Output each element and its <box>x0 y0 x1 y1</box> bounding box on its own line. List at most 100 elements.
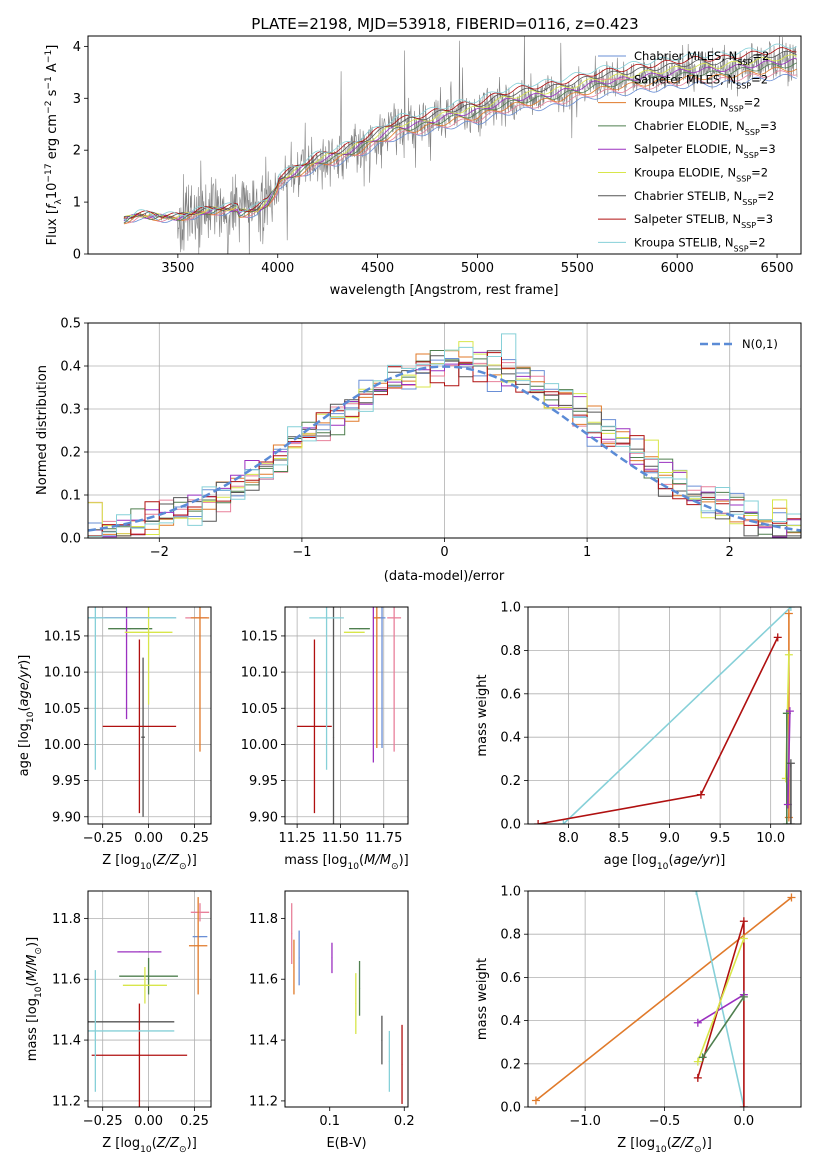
normal-reference-curve <box>88 365 801 532</box>
weight-marker-kroupa-miles <box>787 893 796 902</box>
point-chabrier-miles <box>298 957 300 959</box>
model-line-salpeter-stelib <box>123 47 797 219</box>
model-line-kroupa-elodie <box>123 54 797 220</box>
y-tick-label: 10.15 <box>44 629 81 644</box>
plot-area <box>297 607 402 824</box>
weight-marker-chabrier-stelib <box>786 759 795 768</box>
spectrum-x-axis-label: wavelength [Angstrom, rest frame] <box>330 283 559 298</box>
age-massweight-panel: 8.0 8.5 9.0 9.5 10.0 0.0 0.2 0.4 0.6 0.8 1.0 age [l… <box>475 601 802 872</box>
x-tick-label: 5500 <box>561 261 594 276</box>
weight-marker-salpeter-elodie <box>693 1018 702 1027</box>
histogram-step-salpeter-stelib <box>88 352 801 537</box>
y-tick-label: 0.4 <box>60 360 81 375</box>
model-line-chabrier-elodie <box>123 62 797 224</box>
p-za-x-axis-label: Z [log10(Z/Z⊙)] <box>102 853 197 872</box>
weight-marker-salpeter-stelib <box>739 1103 748 1107</box>
x-tick-label: 11.25 <box>279 831 316 846</box>
y-tick-label: 0.8 <box>500 644 521 659</box>
legend-entry-kroupa-miles: Kroupa MILES, NSSP=2 <box>634 96 761 114</box>
y-tick-label: 4 <box>73 40 81 55</box>
x-tick-label: 2 <box>726 545 734 560</box>
x-tick-label: 4500 <box>361 261 394 276</box>
y-tick-label: 11.8 <box>249 912 278 927</box>
metallicity-mass-panel: −0.25 0.00 0.25 11.2 11.4 11.6 11.8 Z [log10(Z/… <box>25 890 212 1155</box>
legend-entry-chabrier-elodie: Chabrier ELODIE, NSSP=3 <box>634 119 777 137</box>
point-kroupa-stelib <box>388 1060 390 1062</box>
p-zm-x-axis-label: Z [log10(Z/Z⊙)] <box>102 1136 197 1155</box>
extinction-mass-panel: 0.1 0.2 11.2 11.4 11.6 11.8 E(B-V) <box>249 890 415 1151</box>
weight-marker-kroupa-stelib <box>692 891 701 895</box>
y-tick-label: 0.2 <box>60 446 81 461</box>
p-em-x-axis-label: E(B-V) <box>326 1136 366 1151</box>
y-tick-label: 2 <box>73 144 81 159</box>
weight-marker-kroupa-stelib <box>786 607 795 611</box>
x-tick-label: 0.00 <box>134 831 163 846</box>
y-tick-label: 0.0 <box>500 818 521 833</box>
point-chabrier-elodie <box>358 987 361 989</box>
y-tick-label: 9.90 <box>52 810 81 825</box>
weight-line-salpeter-elodie <box>697 994 745 1024</box>
y-tick-label: 11.4 <box>52 1034 81 1049</box>
model-line-salpeter-elodie <box>123 58 797 221</box>
x-tick-label: 6000 <box>661 261 694 276</box>
y-tick-label: 1.0 <box>500 885 521 900</box>
axes-frame <box>87 322 802 539</box>
weight-line-salpeter-elodie <box>787 711 791 805</box>
x-tick-label: 6500 <box>760 261 793 276</box>
axes-frame <box>284 890 409 1108</box>
plot-area <box>88 897 210 1107</box>
weight-marker-chabrier-elodie <box>782 820 791 824</box>
x-tick-label: 10.0 <box>756 831 785 846</box>
x-tick-label: 3500 <box>161 261 194 276</box>
x-tick-label: −1 <box>292 545 311 560</box>
y-tick-label: 1 <box>73 196 81 211</box>
weight-marker-salpeter-stelib <box>693 1073 702 1082</box>
y-tick-label: 0 <box>73 248 81 263</box>
weight-marker-kroupa-miles <box>784 609 793 618</box>
y-tick-label: 3 <box>73 92 81 107</box>
axes-frame <box>87 35 802 255</box>
point-salpeter-miles <box>199 911 201 913</box>
y-tick-label: 11.2 <box>52 1094 81 1109</box>
y-tick-label: 0.5 <box>60 317 81 332</box>
plot-area <box>123 36 798 254</box>
point-kroupa-miles <box>376 617 378 619</box>
weight-marker-salpeter-stelib <box>534 820 543 824</box>
point-salpeter-stelib <box>401 1063 403 1066</box>
point-kroupa-miles <box>197 945 199 947</box>
point-kroupa-stelib <box>325 617 328 619</box>
legend-entry-chabrier-stelib: Chabrier STELIB, NSSP=2 <box>634 189 774 207</box>
metallicity-massweight-panel: −1.0 −0.5 0.0 0.0 0.2 0.4 0.6 0.8 1.0 Z [log10(Z/… <box>475 885 802 1155</box>
x-tick-label: 0.25 <box>180 831 209 846</box>
legend-entry-chabrier-miles: Chabrier MILES, NSSP=2 <box>634 49 769 67</box>
p-aw-x-axis-label: age [log10(age/yr)] <box>604 853 726 872</box>
y-tick-label: 11.6 <box>249 973 278 988</box>
x-tick-label: −2 <box>150 545 169 560</box>
y-tick-label: 9.95 <box>249 774 278 789</box>
x-tick-label: 0.1 <box>319 1114 340 1129</box>
point-salpeter-elodie <box>138 951 141 953</box>
point-chabrier-elodie <box>358 628 361 630</box>
weight-marker-salpeter-stelib <box>739 917 748 926</box>
model-line-salpeter-miles <box>123 70 797 224</box>
weight-marker-kroupa-elodie <box>693 1057 702 1066</box>
y-tick-label: 0.6 <box>500 687 521 702</box>
residual-histogram-panel: −2 −1 0 1 2 0.0 0.1 0.2 0.3 0.4 0.5 N(0,1) (data-mod… <box>35 317 802 584</box>
y-tick-label: 10.05 <box>241 702 278 717</box>
point-kroupa-elodie <box>147 631 150 633</box>
y-tick-label: 9.90 <box>249 810 278 825</box>
x-tick-label: 9.5 <box>710 831 731 846</box>
point-kroupa-stelib <box>94 617 96 619</box>
x-tick-label: 4000 <box>261 261 294 276</box>
weight-line-salpeter-stelib <box>537 637 779 824</box>
x-tick-label: 11.75 <box>365 831 402 846</box>
weight-marker-chabrier-elodie <box>739 992 748 1001</box>
legend-entry-normal: N(0,1) <box>742 337 778 351</box>
p-zw-y-axis-label: mass weight <box>475 958 490 1040</box>
y-tick-label: 0.3 <box>60 403 81 418</box>
y-tick-label: 0.4 <box>500 731 521 746</box>
point-chabrier-stelib <box>332 736 335 738</box>
spectrum-y-axis-label: Flux [fλ10−17 erg cm−2 s−1 A−1] <box>44 45 64 246</box>
model-line-kroupa-miles <box>123 66 797 225</box>
histogram-step-salpeter-miles <box>88 361 801 537</box>
